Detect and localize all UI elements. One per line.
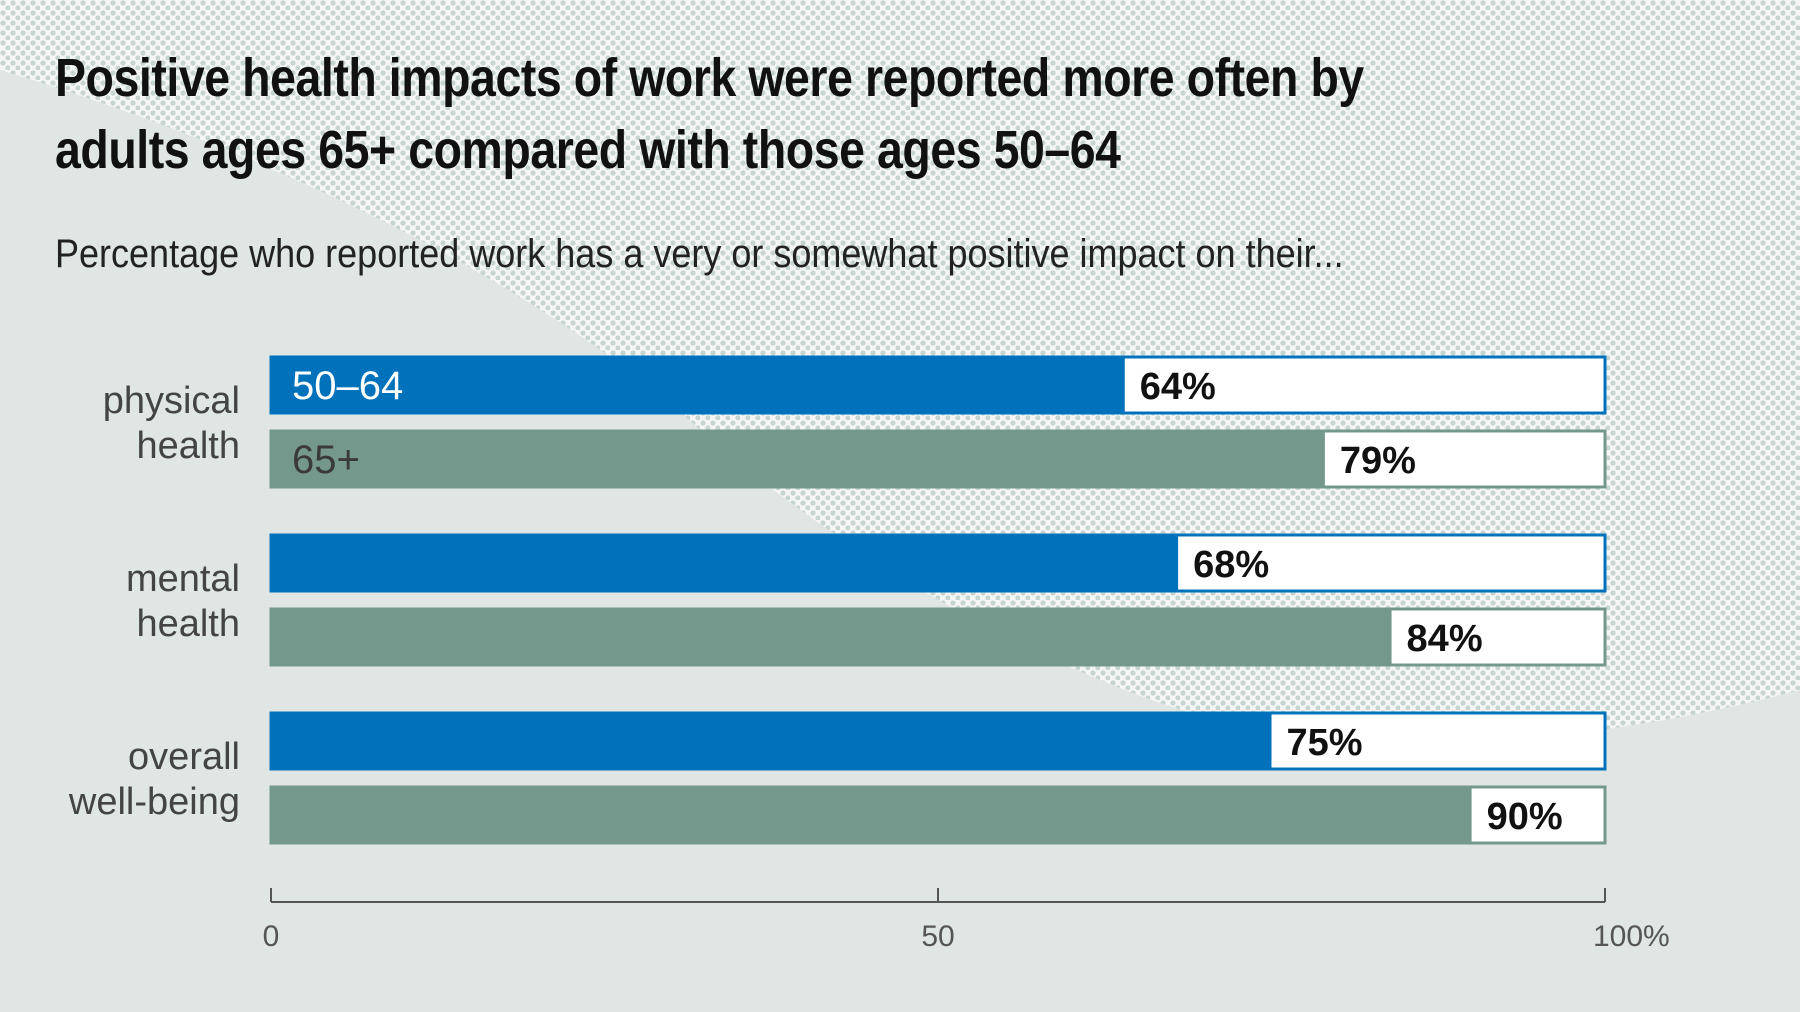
bar [271, 431, 1325, 487]
bar [271, 609, 1392, 665]
series-label: 50–64 [292, 364, 403, 408]
category-label: overall well-being [68, 736, 240, 823]
category-label: mental health [126, 558, 240, 645]
x-tick-label: 50 [921, 920, 954, 953]
value-label: 84% [1407, 618, 1483, 660]
value-label: 68% [1193, 544, 1269, 586]
value-label: 75% [1287, 722, 1363, 764]
value-label: 64% [1140, 366, 1216, 408]
value-label: 90% [1487, 796, 1563, 838]
x-tick-label: 100% [1593, 920, 1670, 953]
bar [271, 787, 1472, 843]
value-label: 79% [1340, 440, 1416, 482]
bar [271, 357, 1125, 413]
bar [271, 535, 1179, 591]
series-label: 65+ [292, 438, 360, 482]
chart-title: Positive health impacts of work were rep… [55, 48, 1364, 180]
x-tick-label: 0 [263, 920, 280, 953]
chart-subtitle: Percentage who reported work has a very … [55, 232, 1344, 276]
category-label: physical health [103, 380, 240, 467]
bar [271, 713, 1272, 769]
